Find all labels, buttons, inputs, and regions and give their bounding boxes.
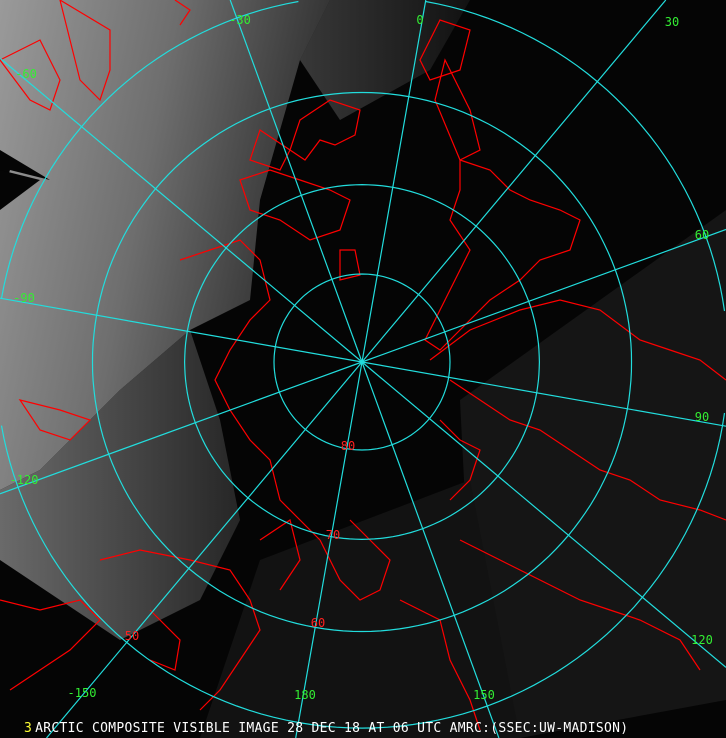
cloud-region-top [300, 0, 470, 120]
latitude-label: 80 [341, 439, 355, 453]
coastline-islands [239, 169, 361, 281]
coastline-siberia [429, 299, 726, 521]
latitude-label: 70 [326, 528, 340, 542]
latitude-label: 50 [125, 629, 139, 643]
dark-swath-bottom [200, 480, 520, 738]
meridian--90 [0, 297, 363, 363]
latitude-circle-50 [0, 0, 299, 299]
longitude-label: 30 [665, 15, 679, 29]
meridian-0 [361, 0, 427, 363]
meridian-90 [361, 361, 726, 427]
coastline-greenland [249, 19, 481, 171]
meridian-60 [361, 228, 726, 363]
coastline-alaska [0, 549, 261, 711]
meridian--60 [0, 57, 363, 363]
dark-swath-right [460, 210, 726, 738]
meridian-120 [361, 361, 726, 668]
longitude-label: 180 [294, 688, 316, 702]
longitude-label: -90 [13, 291, 35, 305]
cloud-region-left [0, 330, 240, 640]
meridian-30 [361, 0, 667, 363]
grid-labels: -30 0 30 60 90 120 150 180 -150 -120 -90 -60 80 70 60 5… [10, 13, 713, 702]
longitude-label: -120 [10, 473, 39, 487]
coastline-hudson [0, 0, 191, 441]
latitude-circle-70 [183, 183, 540, 541]
coastline-bering [259, 519, 391, 601]
cloud-region-top-left [0, 0, 330, 490]
frame-number: 3 [24, 721, 33, 736]
longitude-label: 120 [691, 633, 713, 647]
latitude-circle-50 [0, 412, 726, 729]
coastline-greenland-east [424, 159, 581, 351]
longitude-label: -30 [229, 13, 251, 27]
longitude-label: 150 [473, 688, 495, 702]
image-caption: 3 ARCTIC COMPOSITE VISIBLE IMAGE 28 DEC 1… [24, 721, 628, 736]
latitude-circle-60 [91, 91, 633, 633]
latitude-label: 60 [311, 616, 325, 630]
caption-text: ARCTIC COMPOSITE VISIBLE IMAGE 28 DEC 18… [35, 721, 629, 736]
longitude-label: -150 [68, 686, 97, 700]
longitude-label: 0 [416, 13, 423, 27]
sea-region-left [0, 170, 40, 210]
meridian-180 [295, 361, 363, 738]
coastline-canada-arctic [179, 239, 321, 541]
longitude-label: -60 [15, 67, 37, 81]
meridian--30 [229, 0, 363, 363]
meridian-150 [361, 361, 500, 738]
longitude-label: 60 [695, 228, 709, 242]
longitude-label: 90 [695, 410, 709, 424]
latitude-circle-80 [273, 273, 451, 451]
meridian--120 [0, 361, 363, 495]
meridian--150 [46, 361, 363, 738]
coastline-russia-east [399, 539, 701, 731]
